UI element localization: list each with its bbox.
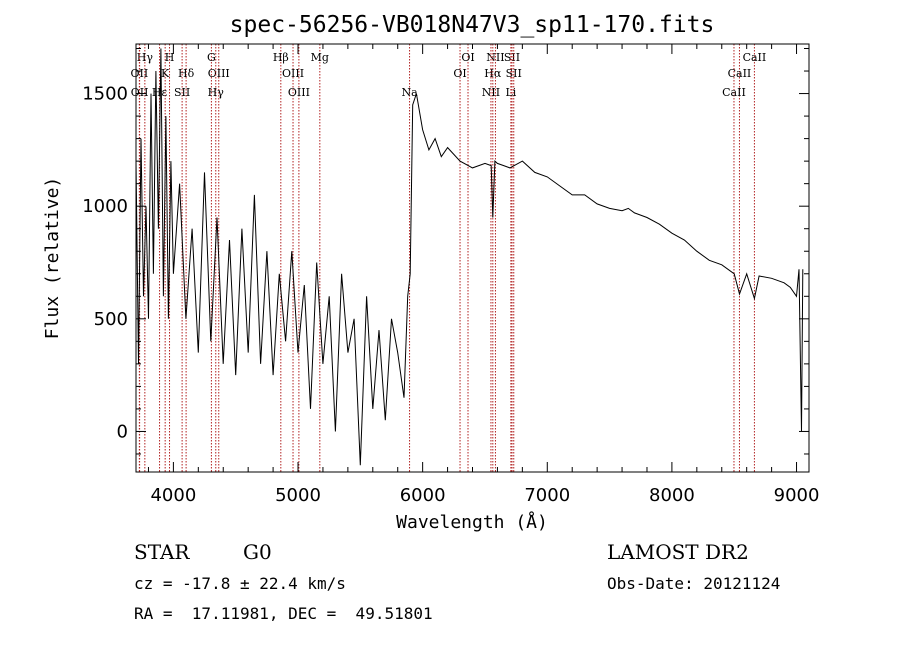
plot-frame: [135, 43, 810, 473]
spectrum-line-0: [135, 48, 804, 466]
obs-date: Obs-Date: 20121124: [607, 574, 781, 593]
y-tick-label-1: 500: [94, 309, 128, 330]
x-tick-label-2: 6000: [400, 485, 446, 506]
marker-label-17: CaII: [728, 67, 752, 80]
marker-label-24: NII: [482, 86, 500, 99]
x-axis-label: Wavelength (Å): [396, 511, 548, 533]
chart-title: spec-56256-VB018N47V3_sp11-170.fits: [230, 12, 715, 38]
marker-label-2: G: [207, 51, 216, 64]
marker-label-1: H: [165, 51, 175, 64]
marker-label-22: OIII: [288, 86, 310, 99]
x-tick-label-4: 8000: [649, 485, 695, 506]
marker-label-10: K: [161, 67, 170, 80]
marker-label-25: Li: [505, 86, 516, 99]
axis-ticks: 4000 5000 6000 7000 8000 9000 0 500 1000 1500: [82, 44, 819, 506]
marker-label-8: CaII: [743, 51, 767, 64]
marker-label-11: Hδ: [178, 67, 195, 80]
marker-label-20: SII: [174, 86, 190, 99]
marker-label-23: Na: [401, 86, 418, 99]
subclass-label: G0: [243, 540, 272, 564]
marker-label-18: OII: [131, 86, 149, 99]
marker-label-9: OII: [131, 67, 149, 80]
marker-label-7: SII: [504, 51, 520, 64]
y-tick-label-0: 0: [117, 421, 128, 442]
marker-label-13: OIII: [282, 67, 304, 80]
y-axis-label: Flux (relative): [42, 177, 63, 340]
y-tick-label-3: 1500: [82, 84, 128, 105]
x-tick-label-1: 5000: [275, 485, 321, 506]
marker-label-16: SII: [506, 67, 522, 80]
spectrum-series: [135, 48, 804, 466]
marker-label-26: CaII: [722, 86, 746, 99]
x-tick-label-3: 7000: [524, 485, 570, 506]
marker-label-21: Hγ: [208, 86, 225, 99]
coordinates-readout: RA = 17.11981, DEC = 49.51801: [134, 604, 433, 623]
marker-label-14: OI: [453, 67, 466, 80]
marker-label-15: Hα: [484, 67, 502, 80]
marker-label-6: NII: [486, 51, 504, 64]
y-tick-label-2: 1000: [82, 196, 128, 217]
marker-label-4: Mg: [311, 51, 329, 64]
marker-label-5: OI: [461, 51, 474, 64]
class-label: STAR: [134, 540, 190, 564]
marker-label-12: OIII: [208, 67, 230, 80]
survey-label: LAMOST DR2: [607, 540, 749, 564]
redshift-readout: cz = -17.8 ± 22.4 km/s: [134, 574, 346, 593]
marker-label-0: Hγ: [137, 51, 154, 64]
x-tick-label-5: 9000: [774, 485, 820, 506]
marker-label-3: Hβ: [273, 51, 289, 64]
marker-label-19: Hε: [152, 86, 168, 99]
x-tick-label-0: 4000: [150, 485, 196, 506]
